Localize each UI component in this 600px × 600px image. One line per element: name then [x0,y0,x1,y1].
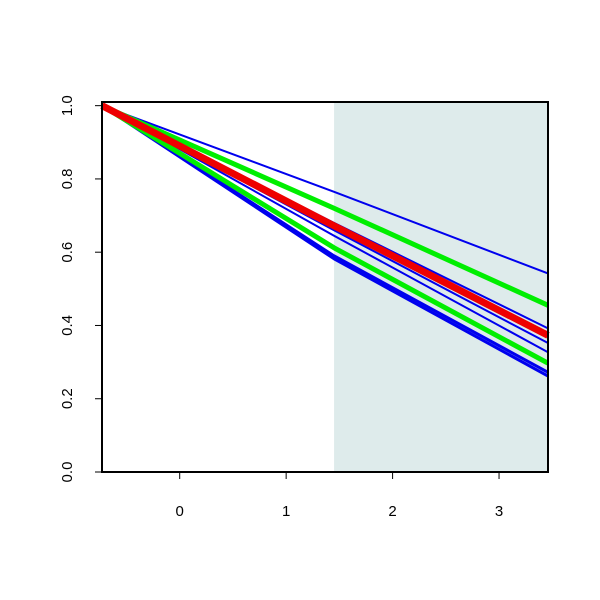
y-tick-label: 1.0 [59,95,76,116]
series-line [101,104,549,275]
x-tick-label: 1 [282,503,290,520]
series-line [101,104,549,378]
x-tick-label: 0 [176,503,184,520]
y-tick-label: 0.8 [59,169,76,190]
y-tick-label: 0.6 [59,242,76,263]
series-line [100,103,550,366]
x-tick-label: 2 [388,503,396,520]
series-line [100,102,550,339]
x-tick-label: 3 [495,503,503,520]
series-line [100,103,550,308]
y-tick-label: 0.2 [59,388,76,409]
y-tick-label: 0.0 [59,462,76,483]
plot-frame [101,101,549,473]
y-tick-label: 0.4 [59,315,76,336]
